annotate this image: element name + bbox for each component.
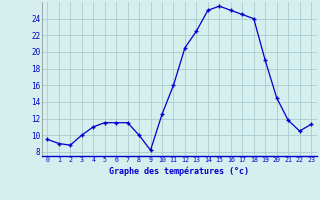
X-axis label: Graphe des températures (°c): Graphe des températures (°c) — [109, 166, 249, 176]
